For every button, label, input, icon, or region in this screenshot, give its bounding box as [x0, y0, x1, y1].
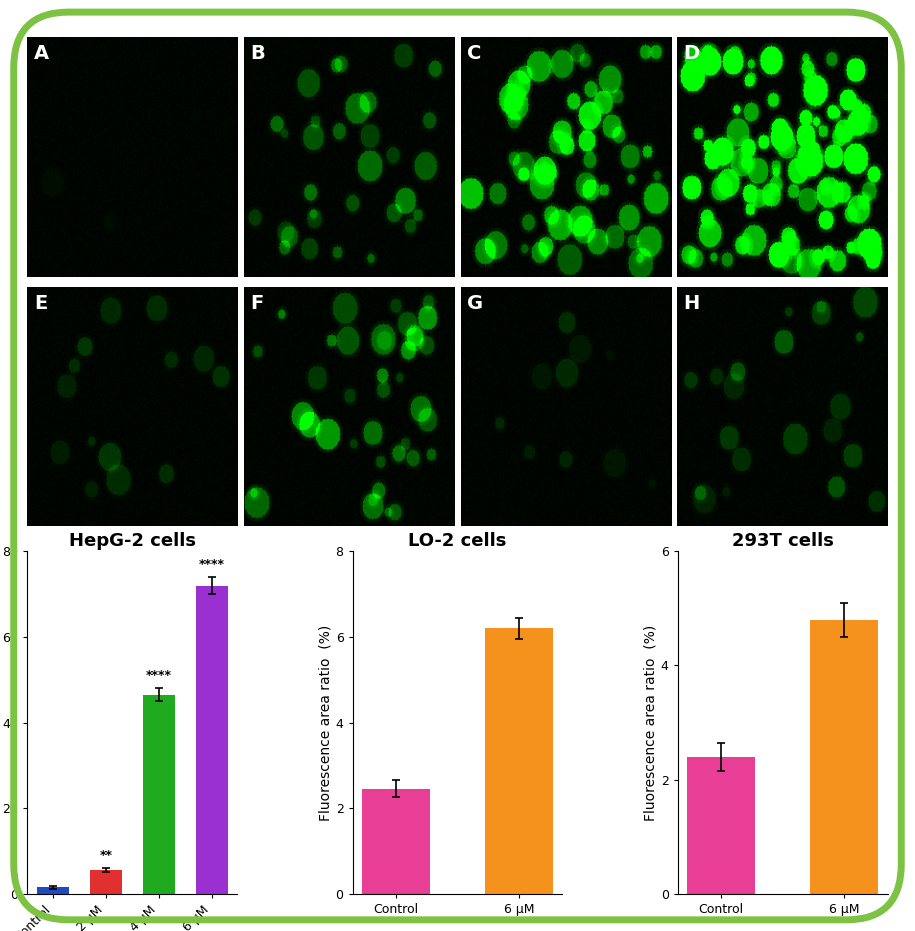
- Bar: [687, 757, 755, 894]
- Y-axis label: Fluorescence area ratio  (%): Fluorescence area ratio (%): [644, 625, 658, 821]
- Text: ****: ****: [145, 668, 172, 681]
- Text: C: C: [467, 45, 481, 63]
- Bar: [362, 789, 430, 894]
- Text: H: H: [684, 294, 700, 313]
- Y-axis label: Fluorescence area ratio  (%): Fluorescence area ratio (%): [318, 625, 333, 821]
- Text: F: F: [251, 294, 264, 313]
- Bar: [196, 586, 228, 894]
- Bar: [90, 870, 122, 894]
- Title: 293T cells: 293T cells: [732, 532, 834, 550]
- Text: G: G: [467, 294, 483, 313]
- Bar: [37, 887, 69, 894]
- Bar: [485, 628, 553, 894]
- Text: A: A: [34, 45, 48, 63]
- Text: D: D: [684, 45, 700, 63]
- Text: B: B: [251, 45, 265, 63]
- Title: LO-2 cells: LO-2 cells: [408, 532, 507, 550]
- Bar: [143, 695, 175, 894]
- Text: ****: ****: [199, 558, 225, 571]
- Text: **: **: [100, 849, 113, 862]
- Text: E: E: [34, 294, 47, 313]
- Title: HepG-2 cells: HepG-2 cells: [69, 532, 196, 550]
- Bar: [811, 620, 878, 894]
